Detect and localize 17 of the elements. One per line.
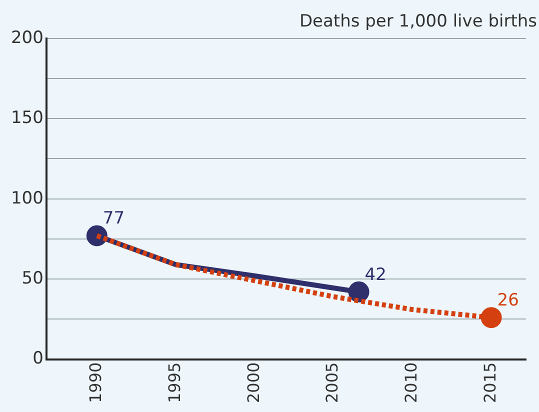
x-tick-label: 1990 [86,362,106,403]
y-tick-label: 100 [10,188,44,208]
point [480,307,502,328]
y-axis-title: Deaths per 1,000 live births [299,12,538,32]
y-tick-label: 50 [22,268,44,288]
data-label: 77 [102,208,125,229]
x-tick-label: 2000 [244,362,263,403]
y-tick-label: 200 [10,28,44,48]
y-tick-label: 150 [10,108,44,128]
data-label: 42 [364,264,386,285]
data-label: 26 [497,290,519,310]
x-tick-label: 2010 [402,362,421,403]
point [348,281,370,302]
x-tick-label: 1995 [164,362,184,403]
y-tick-label: 0 [32,348,44,369]
x-tick-label: 2015 [480,362,500,403]
x-tick-label: 2005 [322,362,342,403]
